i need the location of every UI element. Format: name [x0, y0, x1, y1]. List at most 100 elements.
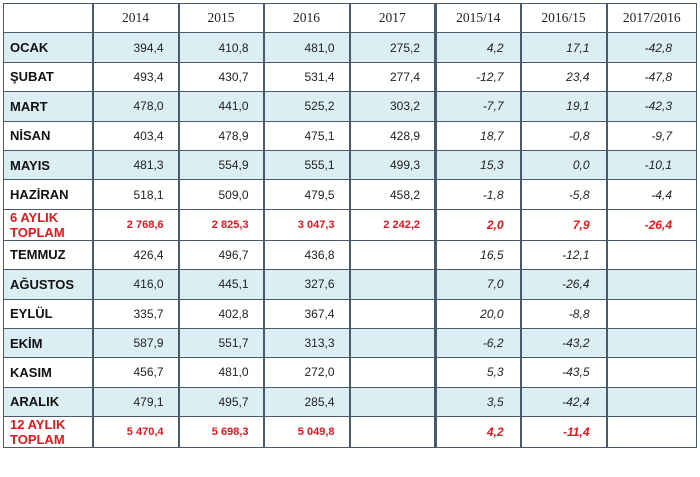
cell-2017: 499,3	[348, 149, 436, 181]
cell-change-2017-2016	[605, 239, 697, 271]
cell-2015: 410,8	[177, 32, 264, 63]
cell-change-2016-15: -11,4	[519, 416, 607, 449]
cell-change-2016-15: -12,1	[519, 239, 607, 271]
row-label: MART	[3, 91, 93, 122]
cell-change-2015-14: -12,7	[434, 61, 521, 93]
row-label: MAYIS	[3, 149, 93, 181]
cell-2016: 3 047,3	[262, 208, 350, 241]
cell-2016: 475,1	[262, 120, 350, 151]
cell-change-2017-2016: -42,3	[605, 91, 697, 122]
header-cell-2017: 2017	[348, 2, 436, 34]
cell-2017	[348, 298, 436, 329]
cell-2015: 478,9	[177, 120, 264, 151]
total-row: 6 AYLIK TOPLAM 2 768,6 2 825,3 3 047,3 2 242…	[3, 208, 697, 241]
cell-2014: 2 768,6	[91, 208, 179, 241]
table-row: TEMMUZ 426,4 496,7 436,8 16,5 -12,1	[3, 239, 697, 271]
cell-change-2015-14: 5,3	[434, 357, 521, 388]
cell-2016: 367,4	[262, 298, 350, 329]
table-body: OCAK 394,4 410,8 481,0 275,2 4,2 17,1 -42,8 ŞUBA…	[3, 32, 697, 449]
row-label: KASIM	[3, 357, 93, 388]
row-label: OCAK	[3, 32, 93, 63]
cell-change-2017-2016	[605, 269, 697, 300]
cell-2014: 426,4	[91, 239, 179, 271]
cell-2016: 436,8	[262, 239, 350, 271]
cell-2017	[348, 386, 436, 418]
table-row: MAYIS 481,3 554,9 555,1 499,3 15,3 0,0 -10,1	[3, 149, 697, 181]
cell-2017	[348, 357, 436, 388]
cell-2016: 525,2	[262, 91, 350, 122]
cell-2014: 493,4	[91, 61, 179, 93]
table-row: HAZİRAN 518,1 509,0 479,5 458,2 -1,8 -5,8 -4,4	[3, 179, 697, 210]
table-row: KASIM 456,7 481,0 272,0 5,3 -43,5	[3, 357, 697, 388]
cell-2015: 5 698,3	[177, 416, 264, 449]
total-row: 12 AYLIK TOPLAM 5 470,4 5 698,3 5 049,8 4,2-…	[3, 416, 697, 449]
row-label: EKİM	[3, 327, 93, 359]
cell-change-2016-15: 23,4	[519, 61, 607, 93]
cell-change-2015-14: 4,2	[434, 32, 521, 63]
cell-2016: 479,5	[262, 179, 350, 210]
cell-change-2016-15: 17,1	[519, 32, 607, 63]
cell-change-2017-2016: -10,1	[605, 149, 697, 181]
cell-change-2015-14: -7,7	[434, 91, 521, 122]
cell-2017	[348, 416, 436, 449]
cell-2016: 313,3	[262, 327, 350, 359]
cell-change-2015-14: 16,5	[434, 239, 521, 271]
cell-change-2017-2016	[605, 298, 697, 329]
row-label: 12 AYLIK TOPLAM	[3, 416, 93, 449]
cell-2017	[348, 239, 436, 271]
row-label: ARALIK	[3, 386, 93, 418]
header-cell-2015-14: 2015/14	[434, 2, 521, 34]
cell-change-2017-2016	[605, 386, 697, 418]
cell-change-2015-14: 7,0	[434, 269, 521, 300]
table-row: EKİM 587,9 551,7 313,3 -6,2 -43,2	[3, 327, 697, 359]
cell-2016: 272,0	[262, 357, 350, 388]
cell-change-2016-15: -8,8	[519, 298, 607, 329]
row-label: 6 AYLIK TOPLAM	[3, 208, 93, 241]
cell-2014: 335,7	[91, 298, 179, 329]
cell-2015: 496,7	[177, 239, 264, 271]
cell-2017: 275,2	[348, 32, 436, 63]
cell-change-2017-2016: -9,7	[605, 120, 697, 151]
header-cell-blank	[3, 2, 93, 34]
cell-2015: 441,0	[177, 91, 264, 122]
cell-2016: 285,4	[262, 386, 350, 418]
row-label: ŞUBAT	[3, 61, 93, 93]
cell-change-2017-2016	[605, 327, 697, 359]
cell-change-2017-2016: -26,4	[605, 208, 697, 241]
cell-change-2017-2016	[605, 357, 697, 388]
cell-2016: 555,1	[262, 149, 350, 181]
cell-change-2017-2016	[605, 416, 697, 449]
cell-2017	[348, 269, 436, 300]
data-table-container: 2014 2015 2016 2017 2015/14 2016/15 2017…	[3, 2, 697, 449]
header-cell-2015: 2015	[177, 2, 264, 34]
row-label: TEMMUZ	[3, 239, 93, 271]
table-row: EYLÜL 335,7 402,8 367,4 20,0 -8,8	[3, 298, 697, 329]
cell-2014: 394,4	[91, 32, 179, 63]
cell-change-2015-14: 2,0	[434, 208, 521, 241]
cell-2014: 403,4	[91, 120, 179, 151]
cell-2014: 518,1	[91, 179, 179, 210]
cell-2016: 5 049,8	[262, 416, 350, 449]
cell-change-2015-14: 18,7	[434, 120, 521, 151]
cell-2015: 509,0	[177, 179, 264, 210]
cell-2014: 5 470,4	[91, 416, 179, 449]
cell-2017: 303,2	[348, 91, 436, 122]
cell-2014: 481,3	[91, 149, 179, 181]
header-row: 2014 2015 2016 2017 2015/14 2016/15 2017…	[3, 2, 697, 34]
cell-2016: 481,0	[262, 32, 350, 63]
cell-2014: 456,7	[91, 357, 179, 388]
table-row: OCAK 394,4 410,8 481,0 275,2 4,2 17,1 -42,8	[3, 32, 697, 63]
cell-change-2016-15: -26,4	[519, 269, 607, 300]
cell-change-2016-15: 0,0	[519, 149, 607, 181]
cell-2015: 481,0	[177, 357, 264, 388]
cell-change-2017-2016: -4,4	[605, 179, 697, 210]
cell-2015: 402,8	[177, 298, 264, 329]
cell-change-2017-2016: -47,8	[605, 61, 697, 93]
table-row: NİSAN 403,4 478,9 475,1 428,9 18,7 -0,8 -9,7	[3, 120, 697, 151]
cell-2014: 478,0	[91, 91, 179, 122]
cell-2017: 458,2	[348, 179, 436, 210]
cell-change-2016-15: -43,5	[519, 357, 607, 388]
cell-2015: 495,7	[177, 386, 264, 418]
header-cell-2016: 2016	[262, 2, 350, 34]
header-cell-2014: 2014	[91, 2, 179, 34]
